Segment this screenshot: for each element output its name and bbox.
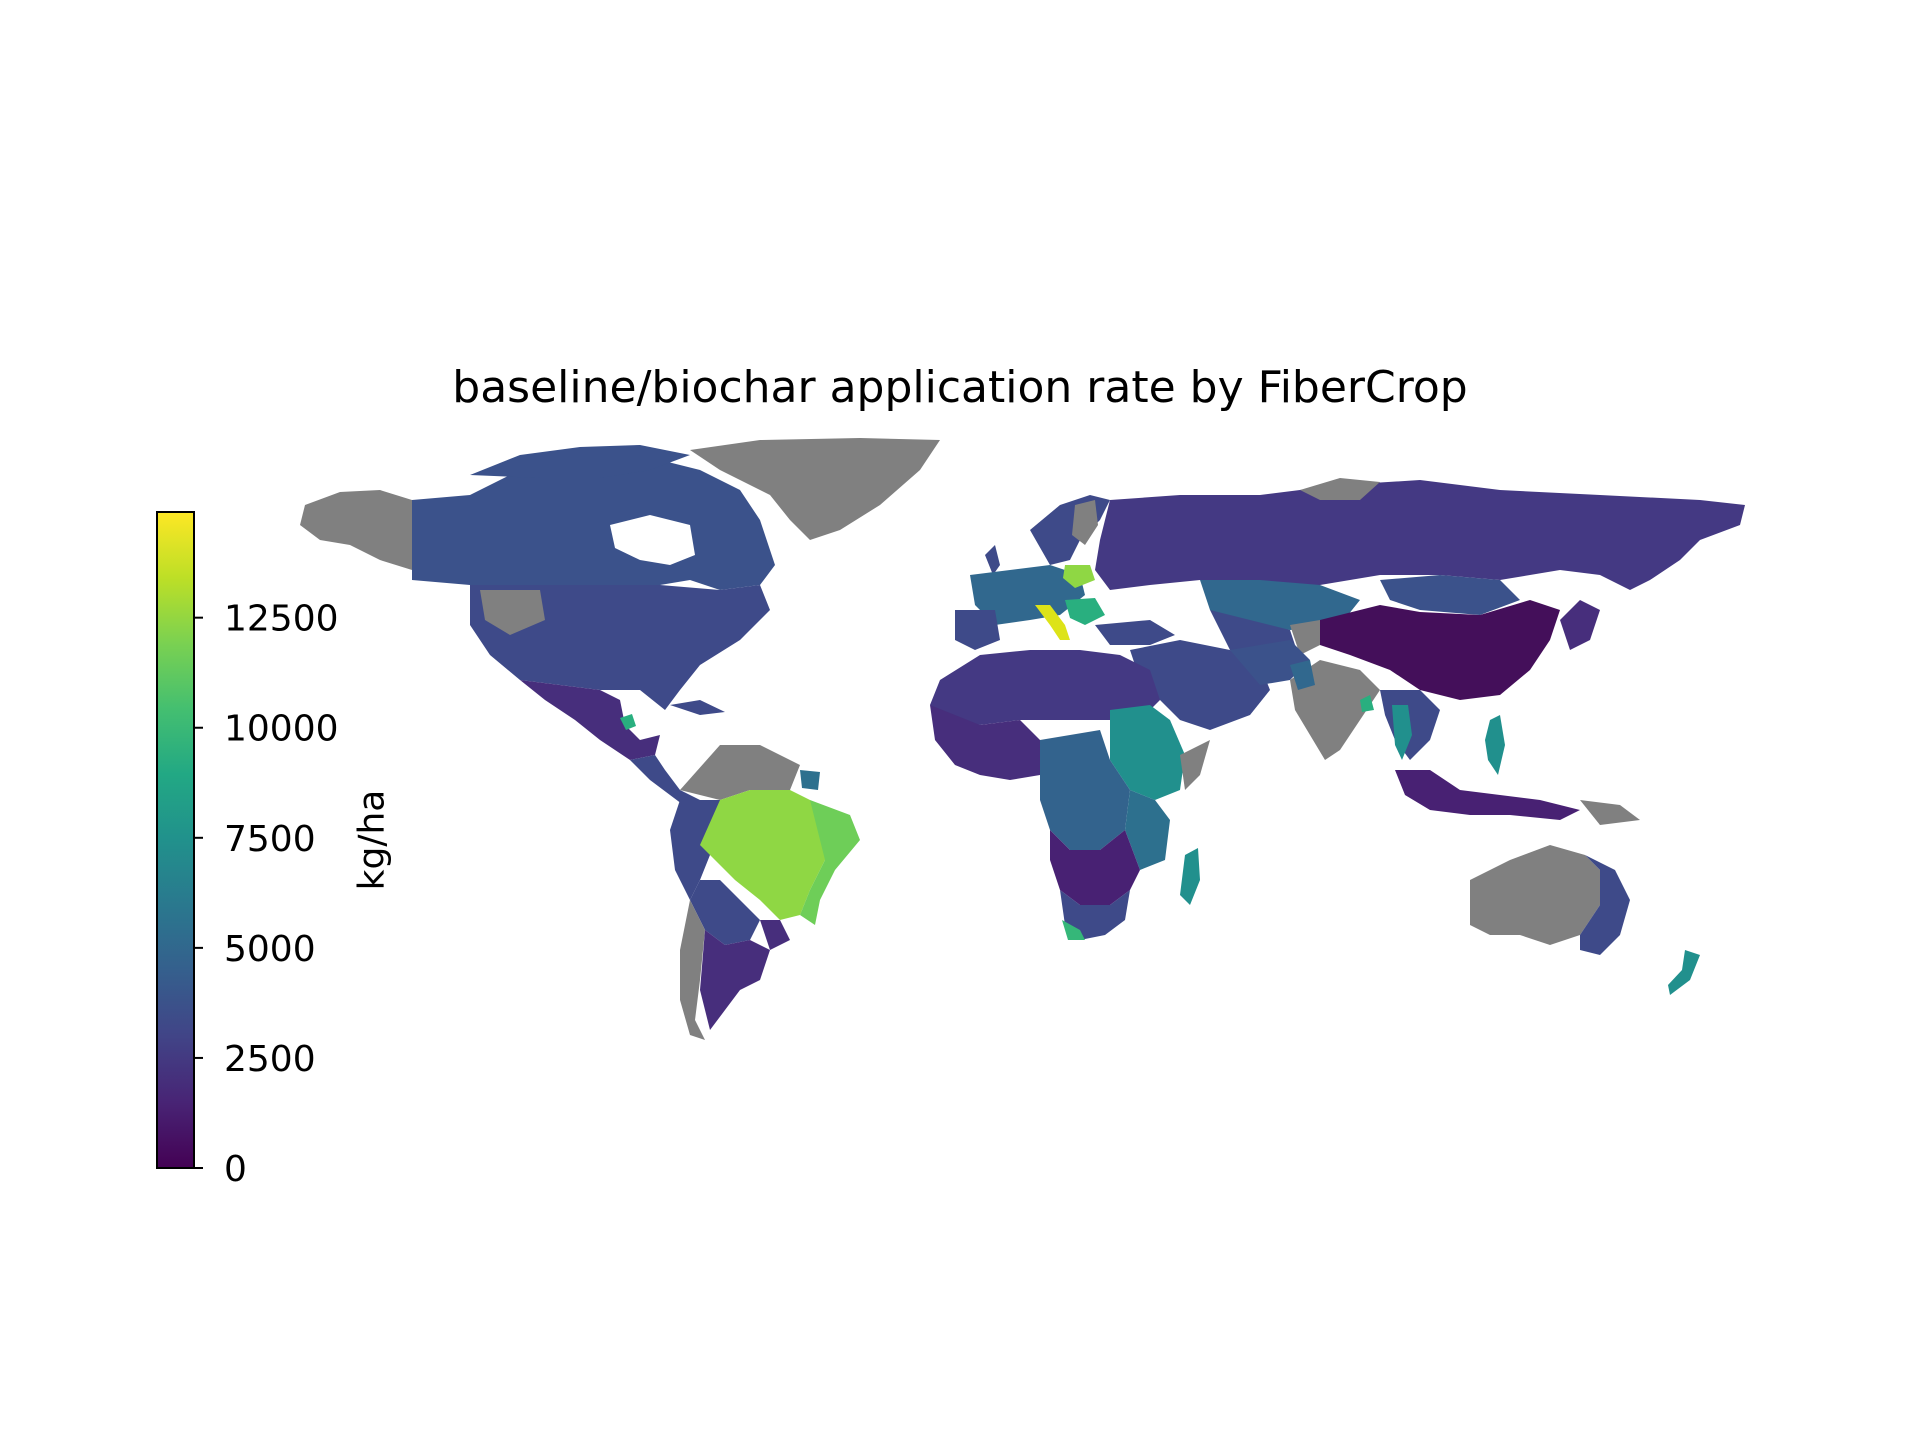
- map-region-poland: [1063, 565, 1095, 588]
- colorbar-tick-label: 5000: [224, 929, 316, 970]
- map-region-italy: [1035, 605, 1070, 640]
- map-region-korea-japan: [1560, 600, 1600, 650]
- map-region-usa-nodata: [480, 590, 545, 635]
- map-region-south-africa-cape: [1062, 920, 1085, 940]
- colorbar: 0 2500 5000 7500 10000 12500: [156, 511, 339, 1190]
- map-region-bangladesh: [1360, 695, 1374, 712]
- colorbar-tick-label: 2500: [224, 1039, 316, 1080]
- map-region-central-africa: [1040, 730, 1130, 850]
- map-region-iran-afghanistan: [1230, 640, 1310, 685]
- map-region-western-europe: [970, 565, 1085, 625]
- map-hudson-bay: [610, 515, 695, 565]
- colorbar-ticks: 0 2500 5000 7500 10000 12500: [194, 599, 339, 1190]
- map-region-north-africa: [930, 650, 1160, 725]
- map-region-philippines: [1485, 715, 1505, 775]
- map-region-australia-east: [1580, 855, 1630, 955]
- map-region-new-zealand: [1668, 950, 1700, 995]
- colorbar-tick-label: 12500: [224, 599, 339, 640]
- map-region-brazil-east: [800, 800, 860, 925]
- colorbar-tick-label: 0: [224, 1149, 247, 1190]
- map-region-andes: [670, 800, 720, 900]
- map-region-usa: [470, 585, 770, 710]
- map-region-pakistan: [1290, 660, 1315, 690]
- map-region-china: [1320, 600, 1560, 700]
- map-region-china-west-nodata: [1290, 620, 1320, 655]
- map-region-russia: [1095, 480, 1745, 590]
- map-region-australia-west: [1470, 845, 1600, 945]
- map-region-greenland: [690, 438, 940, 540]
- map-region-argentina: [700, 930, 770, 1030]
- map-region-middle-east: [1130, 640, 1270, 730]
- map-region-russia-north-nodata: [1300, 478, 1380, 500]
- colorbar-tick-label: 10000: [224, 709, 339, 750]
- colorbar-tick-label: 7500: [224, 819, 316, 860]
- map-region-mongolia: [1380, 575, 1520, 615]
- map-region-guatemala: [620, 714, 636, 730]
- colorbar-gradient: [156, 511, 195, 1169]
- map-region-sweden-nodata: [1072, 500, 1098, 545]
- map-region-new-guinea: [1580, 800, 1640, 825]
- map-region-somalia: [1180, 740, 1210, 790]
- map-region-thailand: [1392, 705, 1412, 760]
- map-region-west-africa: [930, 705, 1040, 780]
- map-region-uk: [985, 545, 1000, 575]
- map-region-ethiopia-sudan: [1110, 705, 1185, 800]
- colorbar-label: kg/ha: [351, 789, 393, 891]
- map-region-alaska: [300, 490, 412, 570]
- map-region-cuba: [670, 700, 725, 715]
- world-map: [300, 438, 1745, 1040]
- map-region-indonesia: [1395, 770, 1580, 820]
- chart-title: baseline/biochar application rate by Fib…: [452, 362, 1468, 413]
- map-region-south-africa: [1060, 890, 1130, 940]
- map-region-uruguay: [760, 920, 790, 950]
- map-region-mexico: [520, 680, 660, 760]
- map-region-madagascar: [1180, 848, 1200, 905]
- map-region-east-africa: [1125, 790, 1170, 870]
- map-region-turkey: [1095, 620, 1175, 645]
- map-region-colombia-venezuela: [680, 745, 800, 800]
- map-region-iberia: [955, 610, 1000, 650]
- map-region-arctic-islands: [470, 445, 690, 478]
- map-region-central-america: [630, 755, 700, 810]
- map-region-chile: [680, 900, 705, 1040]
- map-region-brazil-north: [800, 770, 820, 790]
- map-region-brazil-west: [700, 790, 830, 920]
- map-region-balkans: [1065, 598, 1105, 625]
- map-region-southern-africa: [1050, 830, 1140, 905]
- map-region-bolivia-paraguay: [690, 880, 760, 945]
